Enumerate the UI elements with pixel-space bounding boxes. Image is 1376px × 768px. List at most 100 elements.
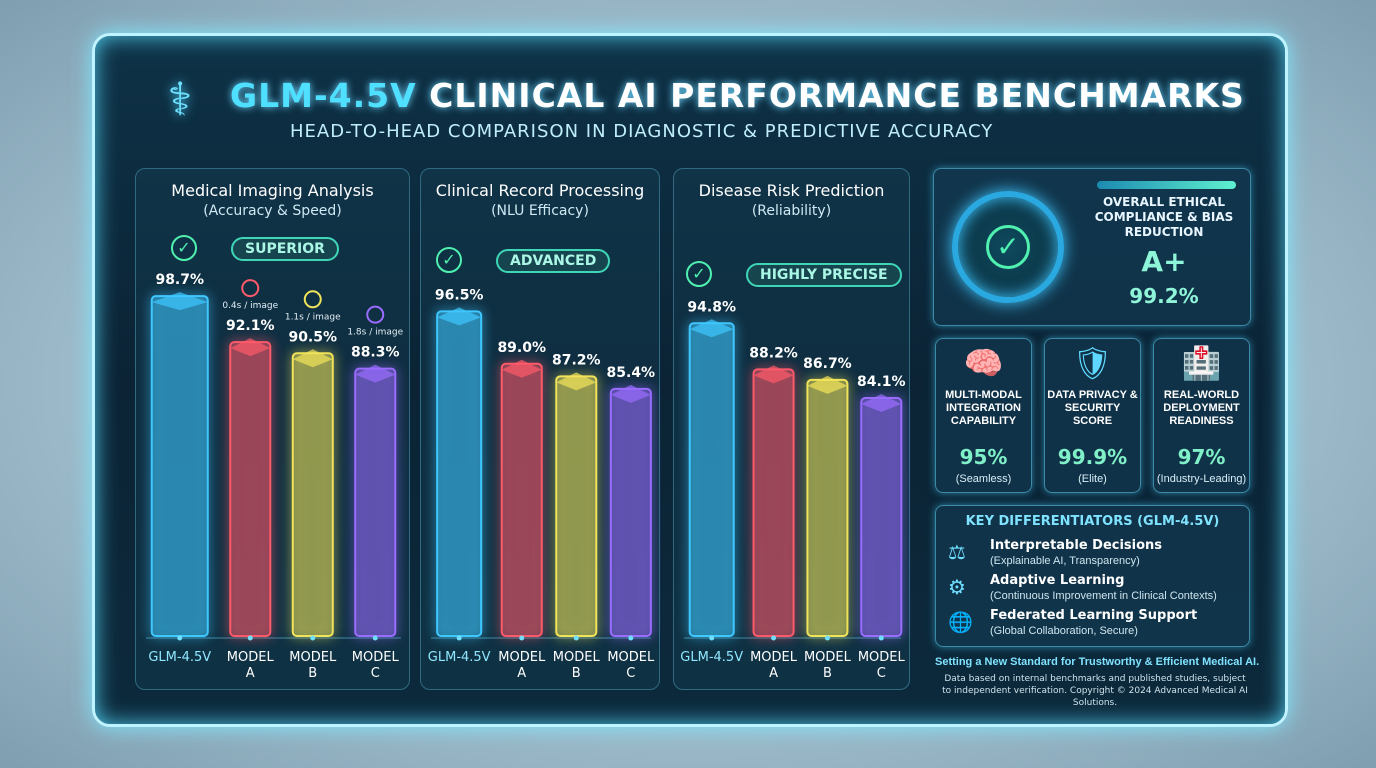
data-label: 85.4% <box>607 365 656 381</box>
bar-cap <box>753 365 794 384</box>
bar-cap <box>230 338 271 357</box>
check-icon: ✓ <box>986 225 1030 269</box>
bar-cap <box>556 372 597 391</box>
bar-chart: 94.8%GLM-4.5V88.2%MODELA86.7%MODELB84.1%… <box>680 299 906 681</box>
category-label: A <box>769 666 778 681</box>
scales-icon: ⚖ <box>948 540 966 564</box>
tagline: Setting a New Standard for Trustworthy &… <box>935 656 1260 668</box>
category-label: MODEL <box>750 650 798 665</box>
category-label: A <box>517 666 526 681</box>
differentiator-sub: (Explainable AI, Transparency) <box>990 555 1140 567</box>
chart-panel: Medical Imaging Analysis (Accuracy & Spe… <box>135 168 410 690</box>
category-label: B <box>308 666 317 681</box>
axis-dot <box>824 635 830 641</box>
stopwatch-icon <box>303 290 322 309</box>
chart-title: Clinical Record Processing <box>435 181 645 200</box>
globe-icon: 🌐 <box>948 610 973 634</box>
metric-card: 🧠 MULTI-MODAL INTEGRATION CAPABILITY 95%… <box>935 338 1032 493</box>
bar-cap <box>689 319 734 338</box>
bar-model-b <box>806 378 849 637</box>
category-label: MODEL <box>607 650 655 665</box>
category-label: MODEL <box>498 650 546 665</box>
data-label: 86.7% <box>803 356 852 372</box>
speed-label: 1.1s / image <box>285 312 341 322</box>
bar-cap <box>292 349 333 368</box>
caduceus-icon: ⚕ <box>167 72 193 126</box>
chart-title: Medical Imaging Analysis <box>171 181 374 200</box>
bar-model-b <box>291 352 334 637</box>
category-label: MODEL <box>227 650 275 665</box>
axis-dot <box>519 635 525 641</box>
axis-dot <box>177 635 183 641</box>
category-label: C <box>371 666 380 681</box>
stopwatch-icon <box>366 305 385 324</box>
data-label: 84.1% <box>857 374 906 390</box>
data-label: 92.1% <box>226 318 275 334</box>
axis-dot <box>628 635 634 641</box>
axis-dot <box>456 635 462 641</box>
ethics-ring-icon: ✓ <box>952 191 1064 303</box>
ethics-score: 99.2% <box>1129 284 1199 308</box>
data-label: 88.2% <box>749 345 798 361</box>
axis-dot <box>247 635 253 641</box>
metric-card: 🏥 REAL-WORLD DEPLOYMENT READINESS 97% (I… <box>1153 338 1250 493</box>
category-label: GLM-4.5V <box>148 650 211 665</box>
chart-subtitle: (Accuracy & Speed) <box>203 203 342 219</box>
bar-glm-4-5v <box>150 295 209 637</box>
category-label: A <box>246 666 255 681</box>
differentiator-title: Interpretable Decisions <box>990 538 1163 553</box>
bar-model-c <box>354 367 397 638</box>
axis-dot <box>573 635 579 641</box>
category-label: MODEL <box>289 650 337 665</box>
data-label: 87.2% <box>552 352 601 368</box>
bar-cap <box>807 375 848 394</box>
chart-subtitle: (Reliability) <box>751 203 832 219</box>
chart-badge: HIGHLY PRECISE <box>746 263 902 287</box>
bar-cap <box>151 292 208 311</box>
metric-value: 97% <box>1177 445 1226 469</box>
differentiator-sub: (Global Collaboration, Secure) <box>990 625 1138 637</box>
category-label: MODEL <box>804 650 852 665</box>
chart-title: Disease Risk Prediction <box>698 181 885 200</box>
chart-subtitle: (NLU Efficacy) <box>491 203 589 219</box>
differentiator-title: Federated Learning Support <box>990 608 1198 623</box>
bar-glm-4-5v <box>688 322 735 638</box>
category-label: MODEL <box>858 650 906 665</box>
bar-model-b <box>555 375 598 637</box>
ethics-grade: A+ <box>1141 245 1187 278</box>
data-label: 98.7% <box>155 272 204 288</box>
metric-note: (Industry-Leading) <box>1156 473 1247 485</box>
speed-label: 1.8s / image <box>347 328 403 338</box>
bar-model-a <box>229 341 272 637</box>
differentiators-panel: KEY DIFFERENTIATORS (GLM-4.5V) ⚖ Interpr… <box>935 505 1250 647</box>
ethics-title: OVERALL ETHICAL COMPLIANCE & BIAS REDUCT… <box>1094 195 1234 239</box>
chart-badge: ADVANCED <box>496 249 611 273</box>
category-label: MODEL <box>352 650 400 665</box>
metric-label: DATA PRIVACY & SECURITY SCORE <box>1047 389 1138 427</box>
category-label: B <box>572 666 581 681</box>
stopwatch-icon <box>241 279 260 298</box>
axis-dot <box>372 635 378 641</box>
speed-label: 0.4s / image <box>222 301 278 311</box>
bar-model-c <box>860 396 903 637</box>
chart-panel: Clinical Record Processing (NLU Efficacy… <box>420 168 660 690</box>
category-label: GLM-4.5V <box>680 650 743 665</box>
title-rest: CLINICAL AI PERFORMANCE BENCHMARKS <box>429 76 1245 115</box>
bar-model-c <box>609 387 652 637</box>
category-label: C <box>877 666 886 681</box>
page-subtitle: HEAD-TO-HEAD COMPARISON IN DIAGNOSTIC & … <box>290 121 994 142</box>
check-icon: ✓ <box>686 261 712 287</box>
title-highlight: GLM-4.5V <box>230 76 417 115</box>
page-title: GLM-4.5V CLINICAL AI PERFORMANCE BENCHMA… <box>230 76 1245 116</box>
category-label: MODEL <box>553 650 601 665</box>
metric-note: (Elite) <box>1078 473 1107 485</box>
ethics-progress-bar <box>1097 181 1237 189</box>
gear-icon: ⚙ <box>948 575 966 599</box>
chart-badge: SUPERIOR <box>231 237 339 261</box>
category-label: C <box>626 666 635 681</box>
metric-card: 🛡 DATA PRIVACY & SECURITY SCORE 99.9% (E… <box>1044 338 1141 493</box>
shield-lock-icon: 🛡 <box>1072 344 1113 382</box>
hospital-icon: 🏥 <box>1181 344 1222 382</box>
data-label: 94.8% <box>687 299 736 315</box>
